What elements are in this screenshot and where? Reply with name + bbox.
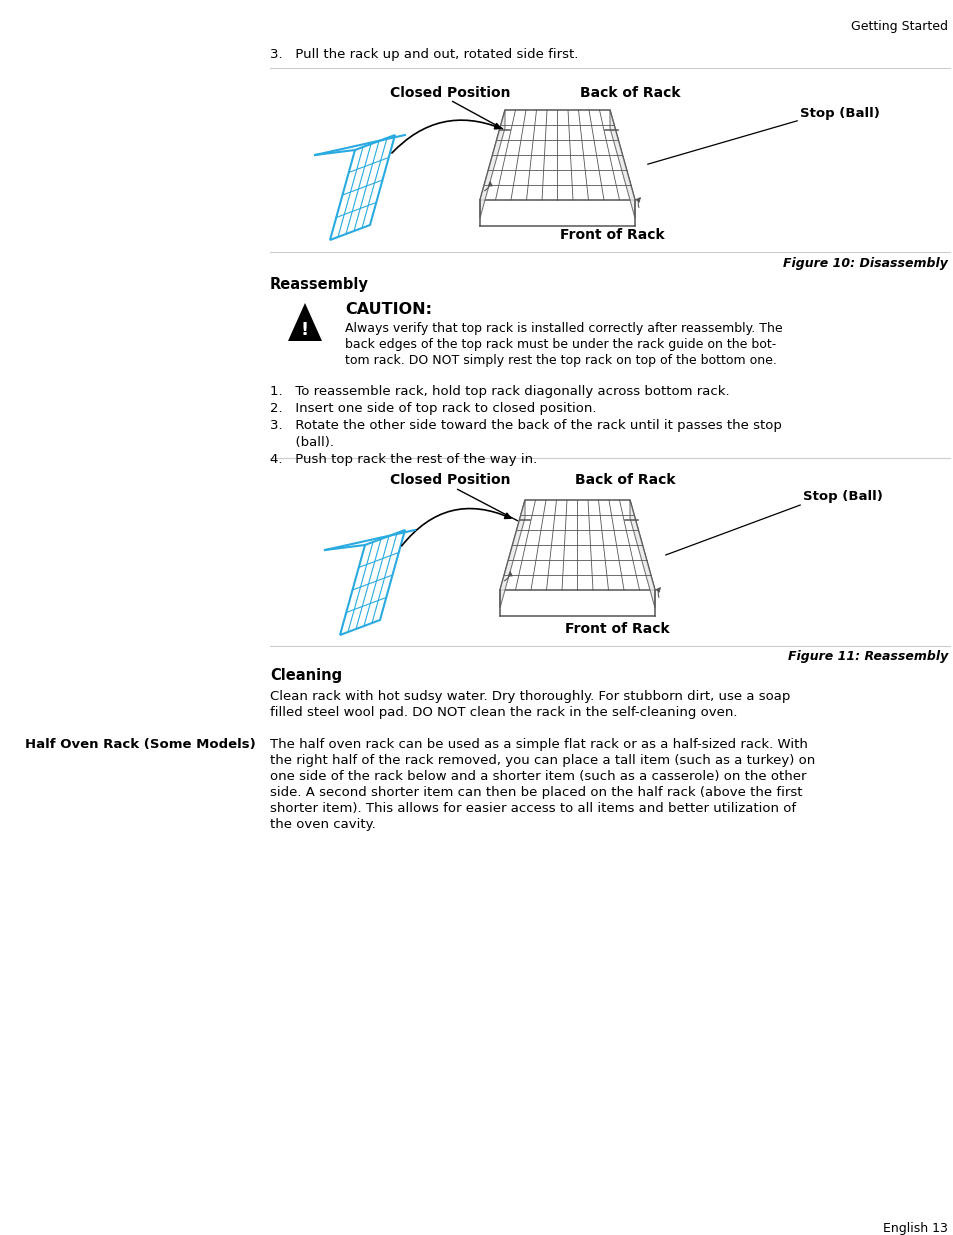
FancyArrowPatch shape: [636, 198, 639, 207]
Text: Closed Position: Closed Position: [390, 473, 510, 487]
Text: Getting Started: Getting Started: [850, 20, 947, 33]
Text: the right half of the rack removed, you can place a tall item (such as a turkey): the right half of the rack removed, you …: [270, 755, 815, 767]
Text: filled steel wool pad. DO NOT clean the rack in the self-cleaning oven.: filled steel wool pad. DO NOT clean the …: [270, 706, 737, 719]
Text: shorter item). This allows for easier access to all items and better utilization: shorter item). This allows for easier ac…: [270, 802, 796, 815]
Text: Front of Rack: Front of Rack: [564, 622, 669, 636]
Text: CAUTION:: CAUTION:: [345, 303, 432, 317]
Text: Cleaning: Cleaning: [270, 668, 342, 683]
FancyArrowPatch shape: [484, 182, 492, 190]
FancyArrowPatch shape: [504, 572, 512, 580]
Polygon shape: [629, 500, 655, 608]
Text: The half oven rack can be used as a simple flat rack or as a half-sized rack. Wi: The half oven rack can be used as a simp…: [270, 739, 807, 751]
Polygon shape: [499, 500, 524, 608]
FancyArrowPatch shape: [392, 120, 500, 153]
Text: side. A second shorter item can then be placed on the half rack (above the first: side. A second shorter item can then be …: [270, 785, 801, 799]
Text: !: !: [300, 321, 309, 338]
Polygon shape: [609, 110, 635, 219]
Text: Stop (Ball): Stop (Ball): [800, 107, 879, 120]
Text: Back of Rack: Back of Rack: [575, 473, 675, 487]
Text: English 13: English 13: [882, 1221, 947, 1235]
Text: Half Oven Rack (Some Models): Half Oven Rack (Some Models): [25, 739, 255, 751]
Text: Closed Position: Closed Position: [390, 86, 510, 100]
Text: Reassembly: Reassembly: [270, 277, 369, 291]
Text: Stop (Ball): Stop (Ball): [802, 490, 882, 503]
Text: tom rack. DO NOT simply rest the top rack on top of the bottom one.: tom rack. DO NOT simply rest the top rac…: [345, 354, 776, 367]
Text: Figure 10: Disassembly: Figure 10: Disassembly: [782, 257, 947, 270]
Text: the oven cavity.: the oven cavity.: [270, 818, 375, 831]
Polygon shape: [288, 303, 322, 341]
FancyArrowPatch shape: [656, 588, 659, 598]
Text: 1.   To reassemble rack, hold top rack diagonally across bottom rack.: 1. To reassemble rack, hold top rack dia…: [270, 385, 729, 398]
Polygon shape: [479, 110, 504, 219]
Text: Clean rack with hot sudsy water. Dry thoroughly. For stubborn dirt, use a soap: Clean rack with hot sudsy water. Dry tho…: [270, 690, 789, 703]
Text: Figure 11: Reassembly: Figure 11: Reassembly: [787, 650, 947, 663]
Text: 3.   Rotate the other side toward the back of the rack until it passes the stop: 3. Rotate the other side toward the back…: [270, 419, 781, 432]
Text: 3.   Pull the rack up and out, rotated side first.: 3. Pull the rack up and out, rotated sid…: [270, 48, 578, 61]
Text: Always verify that top rack is installed correctly after reassembly. The: Always verify that top rack is installed…: [345, 322, 781, 335]
Text: Back of Rack: Back of Rack: [579, 86, 679, 100]
FancyArrowPatch shape: [401, 509, 510, 546]
Text: back edges of the top rack must be under the rack guide on the bot-: back edges of the top rack must be under…: [345, 338, 776, 351]
Text: one side of the rack below and a shorter item (such as a casserole) on the other: one side of the rack below and a shorter…: [270, 769, 805, 783]
Text: (ball).: (ball).: [270, 436, 334, 450]
Text: Front of Rack: Front of Rack: [559, 228, 664, 242]
Text: 2.   Insert one side of top rack to closed position.: 2. Insert one side of top rack to closed…: [270, 403, 596, 415]
Text: 4.   Push top rack the rest of the way in.: 4. Push top rack the rest of the way in.: [270, 453, 537, 466]
